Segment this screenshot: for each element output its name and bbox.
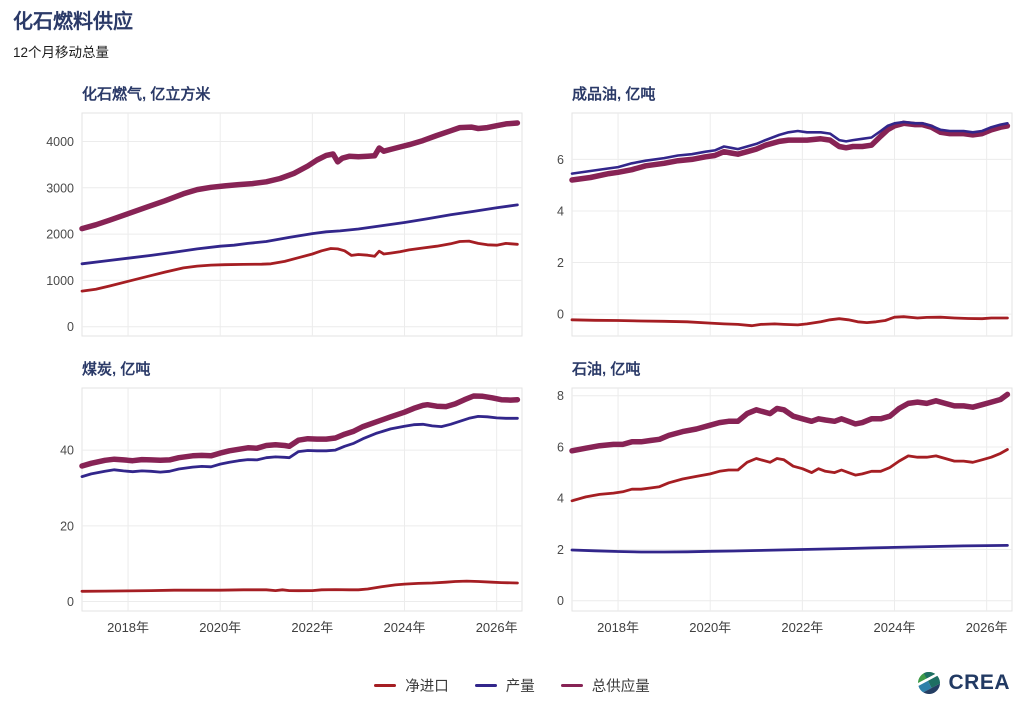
page-header: 化石燃料供应 12个月移动总量 (13, 10, 133, 61)
chart-legend: 净进口 产量 总供应量 (0, 675, 1024, 696)
chart-crude-oil: 0 2 4 6 8 2018年 2020年 2022年 2024年 2026年 (557, 387, 1013, 635)
legend-item-total-supply: 总供应量 (560, 675, 650, 696)
y-tick-label: 20 (60, 519, 74, 533)
crea-brand: CREA (917, 671, 1010, 695)
y-tick-label: 8 (557, 389, 564, 403)
y-tick-label: 40 (60, 444, 74, 458)
panel-crude-oil: 石油, 亿吨 0 2 4 6 8 2018年 2020年 2022年 2024年 2026年 (526, 359, 1016, 644)
y-tick-label: 4 (557, 204, 564, 218)
y-tick-label: 4 (557, 492, 564, 506)
series-production (80, 414, 519, 478)
crea-logo-icon (917, 671, 942, 695)
x-tick-label: 2022年 (291, 620, 333, 635)
production-line-swatch (474, 684, 497, 687)
y-tick-label: 0 (557, 594, 564, 608)
chart-title-refined-oil: 成品油, 亿吨 (572, 86, 656, 103)
series-net_imports (570, 315, 1009, 328)
chart-title-crude-oil: 石油, 亿吨 (572, 361, 641, 378)
series-total_supply (569, 391, 1011, 454)
y-tick-label: 0 (67, 595, 74, 609)
series-production (570, 543, 1009, 554)
y-tick-label: 4000 (46, 135, 74, 149)
panel-fossil-gas: 化石燃气, 亿立方米 0 1000 2000 3000 4000 (36, 84, 526, 343)
series-production (570, 120, 1009, 175)
y-tick-label: 0 (67, 320, 74, 334)
total-supply-line-swatch (560, 684, 583, 687)
legend-item-net-imports: 净进口 (374, 675, 449, 696)
x-tick-label: 2024年 (384, 620, 426, 635)
panel-refined-oil: 成品油, 亿吨 0 2 4 6 (526, 84, 1016, 343)
x-tick-label: 2022年 (781, 620, 823, 635)
crea-logo-text: CREA (948, 671, 1010, 694)
page-subtitle: 12个月移动总量 (13, 45, 110, 60)
x-tick-label: 2026年 (476, 620, 518, 635)
y-tick-label: 2 (557, 543, 564, 557)
chart-coal: 0 20 40 2018年 2020年 2022年 2024年 2026年 (60, 387, 523, 635)
y-tick-label: 2000 (46, 228, 74, 242)
series-total_supply (79, 120, 521, 232)
series-net_imports (80, 239, 519, 293)
legend-label-total-supply: 总供应量 (591, 679, 650, 695)
y-tick-label: 0 (557, 308, 564, 322)
y-tick-label: 6 (557, 153, 564, 167)
y-tick-label: 3000 (46, 181, 74, 195)
series-net_imports (570, 448, 1009, 503)
legend-label-net-imports: 净进口 (405, 679, 449, 695)
footer: 净进口 产量 总供应量 CREA (0, 671, 1024, 703)
x-tick-label: 2020年 (199, 620, 241, 635)
x-tick-label: 2018年 (597, 620, 639, 635)
series-net_imports (80, 579, 519, 593)
x-tick-label: 2024年 (874, 620, 916, 635)
panel-coal: 煤炭, 亿吨 0 20 40 2018年 2020年 2022年 2024年 2026年 (36, 359, 526, 644)
chart-title-fossil-gas: 化石燃气, 亿立方米 (82, 86, 211, 103)
x-tick-label: 2026年 (966, 620, 1008, 635)
chart-refined-oil: 0 2 4 6 (557, 112, 1013, 337)
series-total_supply (79, 393, 521, 469)
y-tick-label: 6 (557, 440, 564, 454)
x-tick-label: 2018年 (107, 620, 149, 635)
series-total_supply (569, 120, 1011, 183)
y-tick-label: 1000 (46, 274, 74, 288)
x-tick-label: 2020年 (689, 620, 731, 635)
legend-item-production: 产量 (474, 675, 535, 696)
y-tick-label: 2 (557, 256, 564, 270)
page-title: 化石燃料供应 (13, 11, 133, 33)
legend-label-production: 产量 (505, 679, 535, 695)
net-imports-line-swatch (374, 684, 397, 687)
series-production (80, 203, 519, 266)
chart-fossil-gas: 0 1000 2000 3000 4000 (46, 112, 523, 337)
chart-title-coal: 煤炭, 亿吨 (82, 361, 151, 378)
